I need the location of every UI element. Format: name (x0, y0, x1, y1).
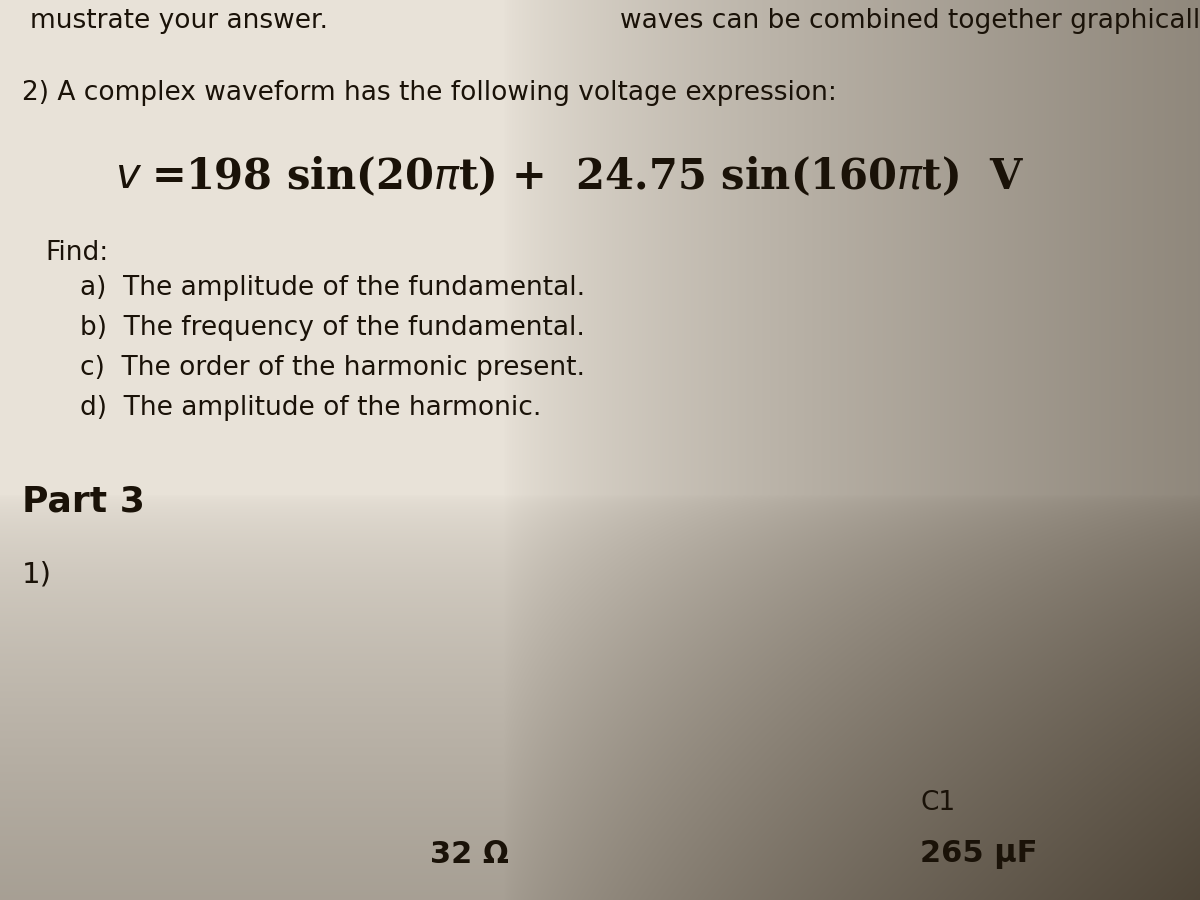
Text: d)  The amplitude of the harmonic.: d) The amplitude of the harmonic. (80, 395, 541, 421)
Text: Find:: Find: (46, 240, 108, 266)
Text: 265 μF: 265 μF (920, 840, 1038, 869)
Text: a)  The amplitude of the fundamental.: a) The amplitude of the fundamental. (80, 275, 586, 301)
Text: 2) A complex waveform has the following voltage expression:: 2) A complex waveform has the following … (22, 80, 836, 106)
Text: mustrate your answer.: mustrate your answer. (30, 8, 328, 34)
Text: 32 Ω: 32 Ω (430, 840, 509, 869)
Text: 198 sin(20$\pi$t) +  24.75 sin(160$\pi$t)  V: 198 sin(20$\pi$t) + 24.75 sin(160$\pi$t)… (185, 155, 1025, 198)
Text: c)  The order of the harmonic present.: c) The order of the harmonic present. (80, 355, 586, 381)
Text: $v$: $v$ (115, 155, 142, 197)
Text: C1: C1 (920, 790, 955, 816)
Text: =: = (152, 155, 187, 197)
Text: Part 3: Part 3 (22, 485, 145, 519)
Text: b)  The frequency of the fundamental.: b) The frequency of the fundamental. (80, 315, 584, 341)
Text: 1): 1) (22, 560, 52, 588)
Text: waves can be combined together graphically: waves can be combined together graphical… (620, 8, 1200, 34)
